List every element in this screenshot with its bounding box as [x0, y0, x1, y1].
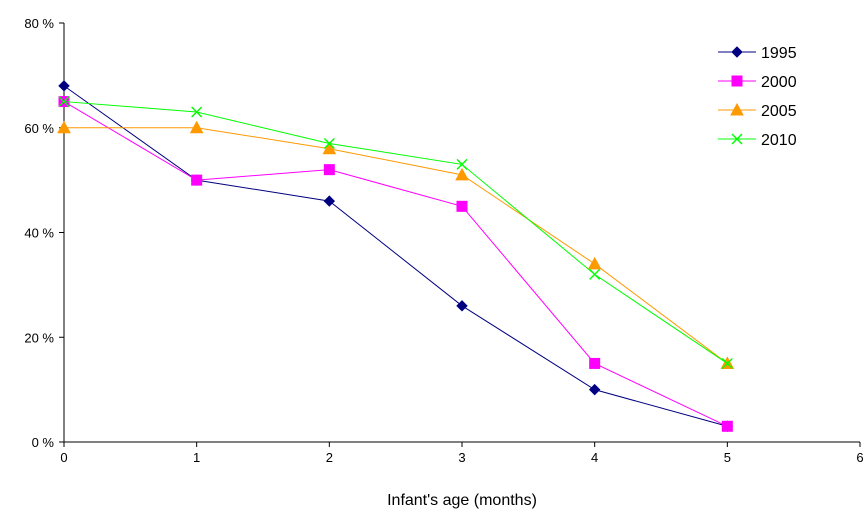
series-1995 [58, 80, 734, 432]
data-point-2000 [456, 200, 468, 212]
legend-item-2010: 2010 [718, 132, 797, 149]
legend-label: 2010 [761, 132, 797, 149]
data-point-2010 [456, 158, 468, 170]
legend-item-1995: 1995 [718, 45, 797, 62]
data-point-2000 [323, 164, 335, 176]
series-layer [57, 80, 735, 432]
data-point-2010-stroke [456, 158, 468, 170]
legend-item-2005: 2005 [718, 102, 797, 120]
data-point-2010 [191, 106, 203, 118]
data-point-2010-stroke [323, 137, 335, 149]
data-point-2005 [189, 120, 204, 134]
series-line-2000 [63, 101, 728, 427]
series-line-2005 [64, 127, 728, 364]
legend: 1995 2000 2005 2010 [718, 45, 797, 149]
legend-marker [731, 133, 743, 145]
data-point-1995 [588, 383, 601, 396]
legend-label: 2000 [761, 74, 797, 91]
data-point-1995 [323, 195, 336, 207]
y-tick-label: 80 % [24, 16, 54, 31]
series-line-1995 [63, 85, 728, 427]
y-tick-label: 40 % [24, 226, 54, 241]
data-point-2010 [721, 357, 733, 369]
series-2000 [58, 96, 733, 432]
x-tick-label: 2 [326, 450, 333, 465]
series-2005 [57, 120, 735, 369]
data-point-2000 [721, 420, 733, 432]
data-point-2005 [587, 256, 602, 270]
y-tick-label: 0 % [32, 435, 55, 450]
x-tick-label: 1 [193, 450, 200, 465]
x-axis-ticks: 0 1 2 3 4 5 6 [60, 442, 864, 465]
data-point-2010 [58, 96, 70, 108]
x-tick-label: 5 [724, 450, 731, 465]
data-point-2010-stroke [191, 106, 203, 118]
y-tick-label: 20 % [24, 330, 54, 345]
data-point-2010-stroke [589, 268, 601, 280]
data-point-2010-stroke [58, 96, 70, 108]
legend-item-2000: 2000 [718, 74, 797, 91]
x-tick-label: 0 [60, 450, 67, 465]
data-point-2010 [323, 137, 335, 149]
y-axis-ticks: 0 % 20 % 40 % 60 % 80 % [24, 16, 64, 450]
data-point-2010-stroke [721, 357, 733, 369]
legend-marker [730, 102, 744, 116]
legend-marker [731, 46, 743, 58]
legend-label: 1995 [761, 45, 797, 62]
x-tick-label: 3 [458, 450, 465, 465]
data-point-2000 [191, 174, 203, 186]
x-tick-label: 4 [591, 450, 598, 465]
x-tick-label: 6 [856, 450, 863, 465]
data-point-2005 [322, 141, 337, 155]
legend-marker-stroke [731, 133, 743, 145]
data-point-2005 [455, 167, 469, 181]
x-axis-title: Infant's age (months) [387, 492, 537, 509]
data-point-1995 [58, 80, 70, 92]
series-2010 [58, 96, 733, 369]
series-line-2010 [63, 101, 728, 364]
legend-marker [731, 75, 743, 87]
y-tick-label: 60 % [24, 121, 54, 136]
data-point-2005 [57, 120, 71, 134]
data-point-2000 [589, 357, 601, 369]
data-point-2010 [589, 268, 601, 280]
legend-label: 2005 [761, 103, 797, 120]
data-point-1995 [456, 300, 468, 312]
